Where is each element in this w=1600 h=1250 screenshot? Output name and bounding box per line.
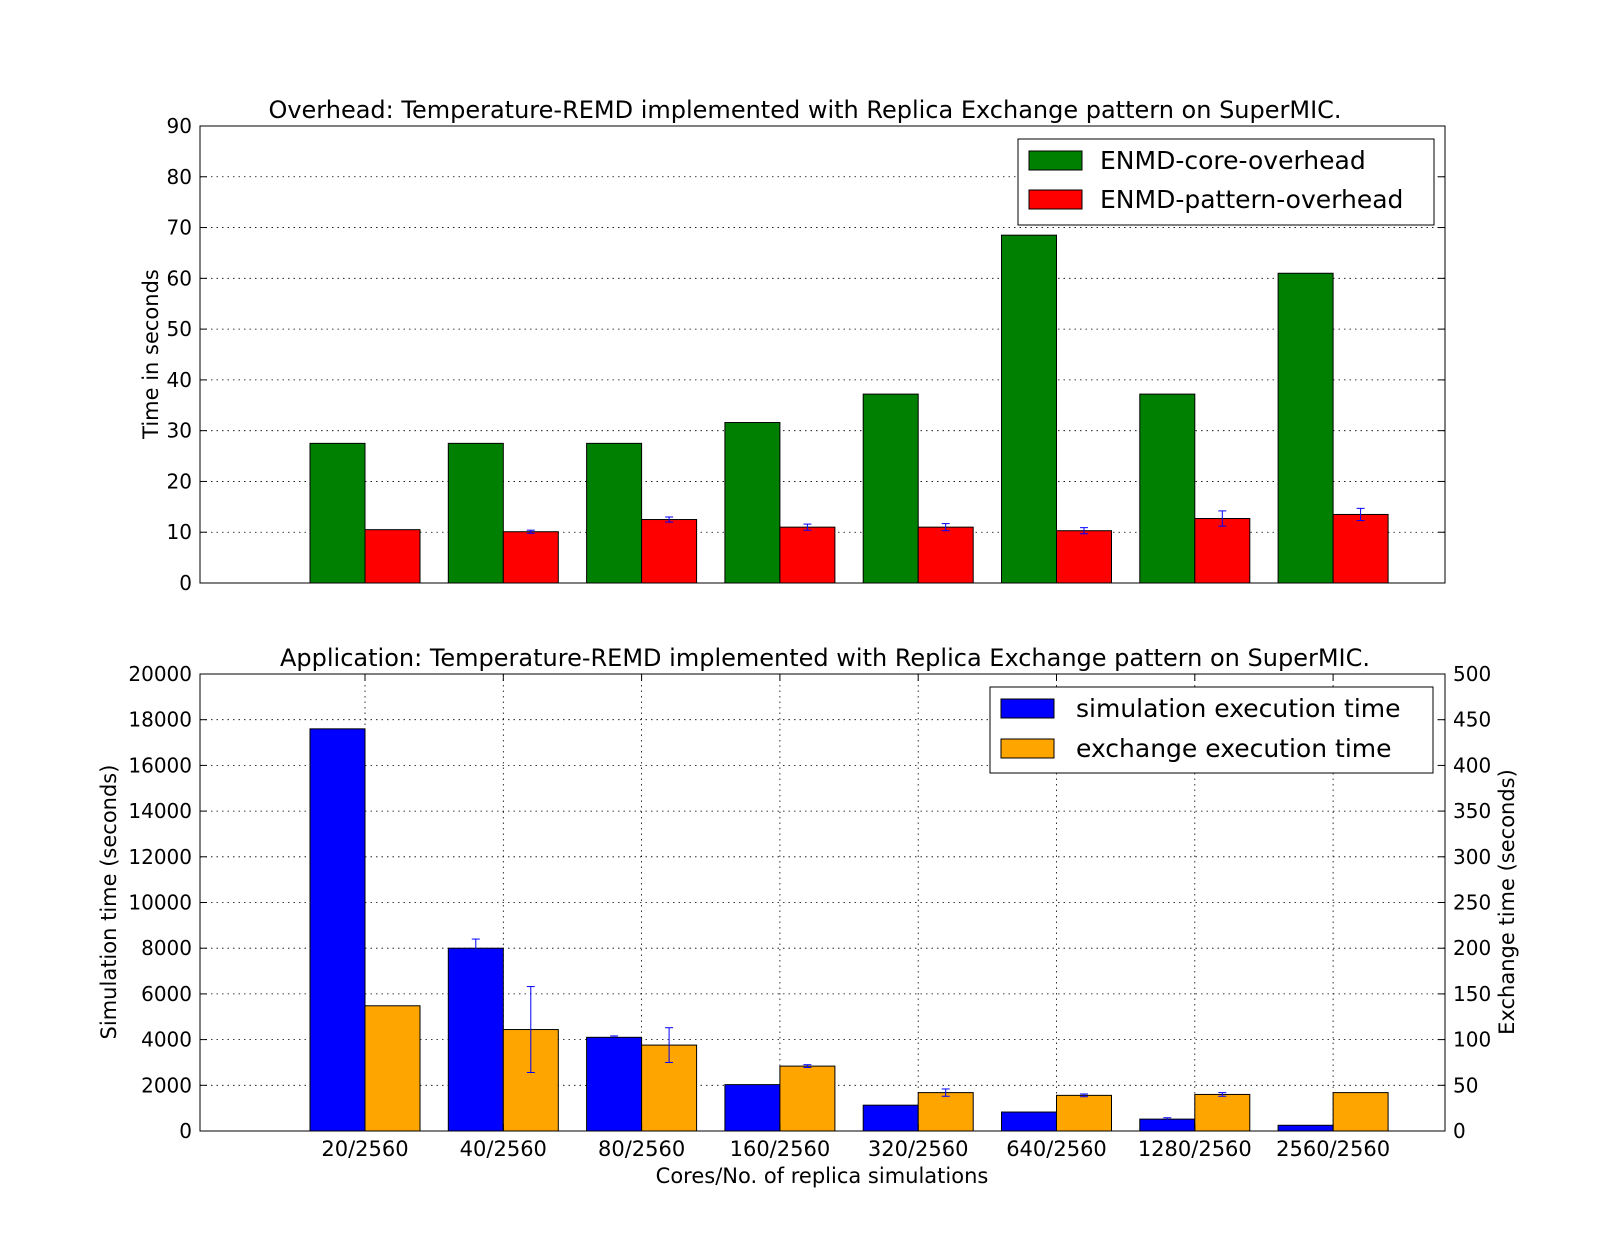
bar-series2: [779, 1065, 836, 1132]
bar-series2: [502, 531, 559, 584]
right-y-tick-label: 0: [1453, 1119, 1466, 1143]
y-tick-label: 50: [167, 317, 192, 341]
right-y-tick-label: 450: [1453, 708, 1491, 732]
x-tick-label: 1280/2560: [1138, 1137, 1252, 1161]
bar-series2: [917, 526, 974, 584]
legend: simulation execution time exchange execu…: [989, 686, 1434, 774]
y-tick-label: 12000: [128, 845, 192, 869]
y-tick-label: 0: [179, 571, 192, 595]
bar-series1: [724, 422, 781, 584]
y-tick-label: 40: [167, 368, 192, 392]
application-chart: Application: Temperature-REMD implemente…: [97, 644, 1519, 1188]
bar-series1: [1001, 234, 1057, 584]
x-tick-label: 640/2560: [1006, 1137, 1107, 1161]
legend-label-exchange: exchange execution time: [1076, 734, 1392, 763]
x-tick-label: 40/2560: [460, 1137, 547, 1161]
bar-series2: [779, 526, 836, 584]
y-tick-label: 20000: [128, 662, 192, 686]
y-tick-label: 16000: [128, 753, 192, 777]
x-tick-label: 80/2560: [598, 1137, 685, 1161]
right-y-tick-label: 250: [1453, 891, 1491, 915]
right-y-tick-label: 400: [1453, 753, 1491, 777]
overhead-chart: Overhead: Temperature-REMD implemented w…: [139, 96, 1446, 595]
chart-title: Application: Temperature-REMD implemente…: [280, 644, 1370, 672]
bar-series1: [447, 947, 504, 1132]
bar-series2: [641, 519, 698, 584]
legend-box: [989, 686, 1434, 774]
legend-swatch-exchange: [1000, 738, 1055, 759]
bar-series1: [724, 1084, 781, 1132]
bar-series1: [586, 442, 643, 584]
y-tick-label: 30: [167, 419, 192, 443]
bar-series1: [1277, 272, 1334, 584]
right-y-tick-label: 50: [1453, 1073, 1478, 1097]
y-tick-label: 6000: [141, 982, 192, 1006]
right-y-tick-label: 150: [1453, 982, 1491, 1006]
y-tick-label: 80: [167, 165, 192, 189]
right-y-tick-label: 300: [1453, 845, 1491, 869]
x-tick-label: 320/2560: [868, 1137, 969, 1161]
y-tick-label: 8000: [141, 936, 192, 960]
bar-series2: [641, 1044, 698, 1132]
bar-series1: [447, 442, 504, 584]
bar-series1: [586, 1036, 643, 1132]
legend-swatch-simulation: [1000, 698, 1055, 719]
legend-box: [1017, 138, 1435, 226]
y-tick-label: 18000: [128, 708, 192, 732]
legend-swatch-core: [1028, 150, 1083, 171]
plot-frame: [199, 125, 1446, 584]
y-tick-label: 10: [167, 520, 192, 544]
y-tick-label: 20: [167, 469, 192, 493]
bar-series1: [1001, 1111, 1057, 1132]
bar-series2: [1056, 530, 1112, 584]
bar-series1: [862, 1104, 919, 1132]
chart-title: Overhead: Temperature-REMD implemented w…: [268, 96, 1341, 124]
bar-series2: [1332, 513, 1389, 584]
bar-series2: [917, 1092, 974, 1132]
bar-series2: [1056, 1094, 1112, 1132]
legend-label-core: ENMD-core-overhead: [1100, 146, 1366, 175]
y-tick-label: 4000: [141, 1028, 192, 1052]
legend: ENMD-core-overhead ENMD-pattern-overhead: [1017, 138, 1435, 226]
right-y-axis-label: Exchange time (seconds): [1495, 769, 1519, 1035]
bar-series2: [1194, 1093, 1251, 1132]
bar-series2: [1332, 1092, 1389, 1132]
bar-series2: [1194, 518, 1251, 584]
y-axis-label: Simulation time (seconds): [97, 765, 121, 1040]
y-tick-label: 14000: [128, 799, 192, 823]
right-y-tick-label: 100: [1453, 1028, 1491, 1052]
y-tick-label: 2000: [141, 1073, 192, 1097]
x-axis-label: Cores/No. of replica simulations: [656, 1164, 989, 1188]
bar-series1: [1277, 1124, 1334, 1132]
bar-series2: [364, 529, 421, 584]
y-tick-label: 70: [167, 216, 192, 240]
y-tick-label: 0: [179, 1119, 192, 1143]
y-tick-label: 60: [167, 266, 192, 290]
x-tick-label: 20/2560: [321, 1137, 408, 1161]
y-axis-label: Time in seconds: [139, 269, 163, 440]
y-tick-label: 90: [167, 114, 192, 138]
y-tick-label: 10000: [128, 891, 192, 915]
legend-swatch-pattern: [1028, 189, 1083, 210]
right-y-tick-label: 350: [1453, 799, 1491, 823]
x-tick-label: 160/2560: [730, 1137, 831, 1161]
bar-series2: [502, 1029, 559, 1132]
legend-label-simulation: simulation execution time: [1076, 694, 1401, 723]
bar-series1: [1139, 393, 1196, 584]
bar-series1: [309, 442, 366, 584]
bar-series1: [309, 728, 366, 1132]
bar-series1: [862, 393, 919, 584]
bar-series2: [364, 1005, 421, 1132]
right-y-tick-label: 500: [1453, 662, 1491, 686]
right-y-tick-label: 200: [1453, 936, 1491, 960]
legend-label-pattern: ENMD-pattern-overhead: [1100, 185, 1403, 214]
x-tick-label: 2560/2560: [1276, 1137, 1390, 1161]
